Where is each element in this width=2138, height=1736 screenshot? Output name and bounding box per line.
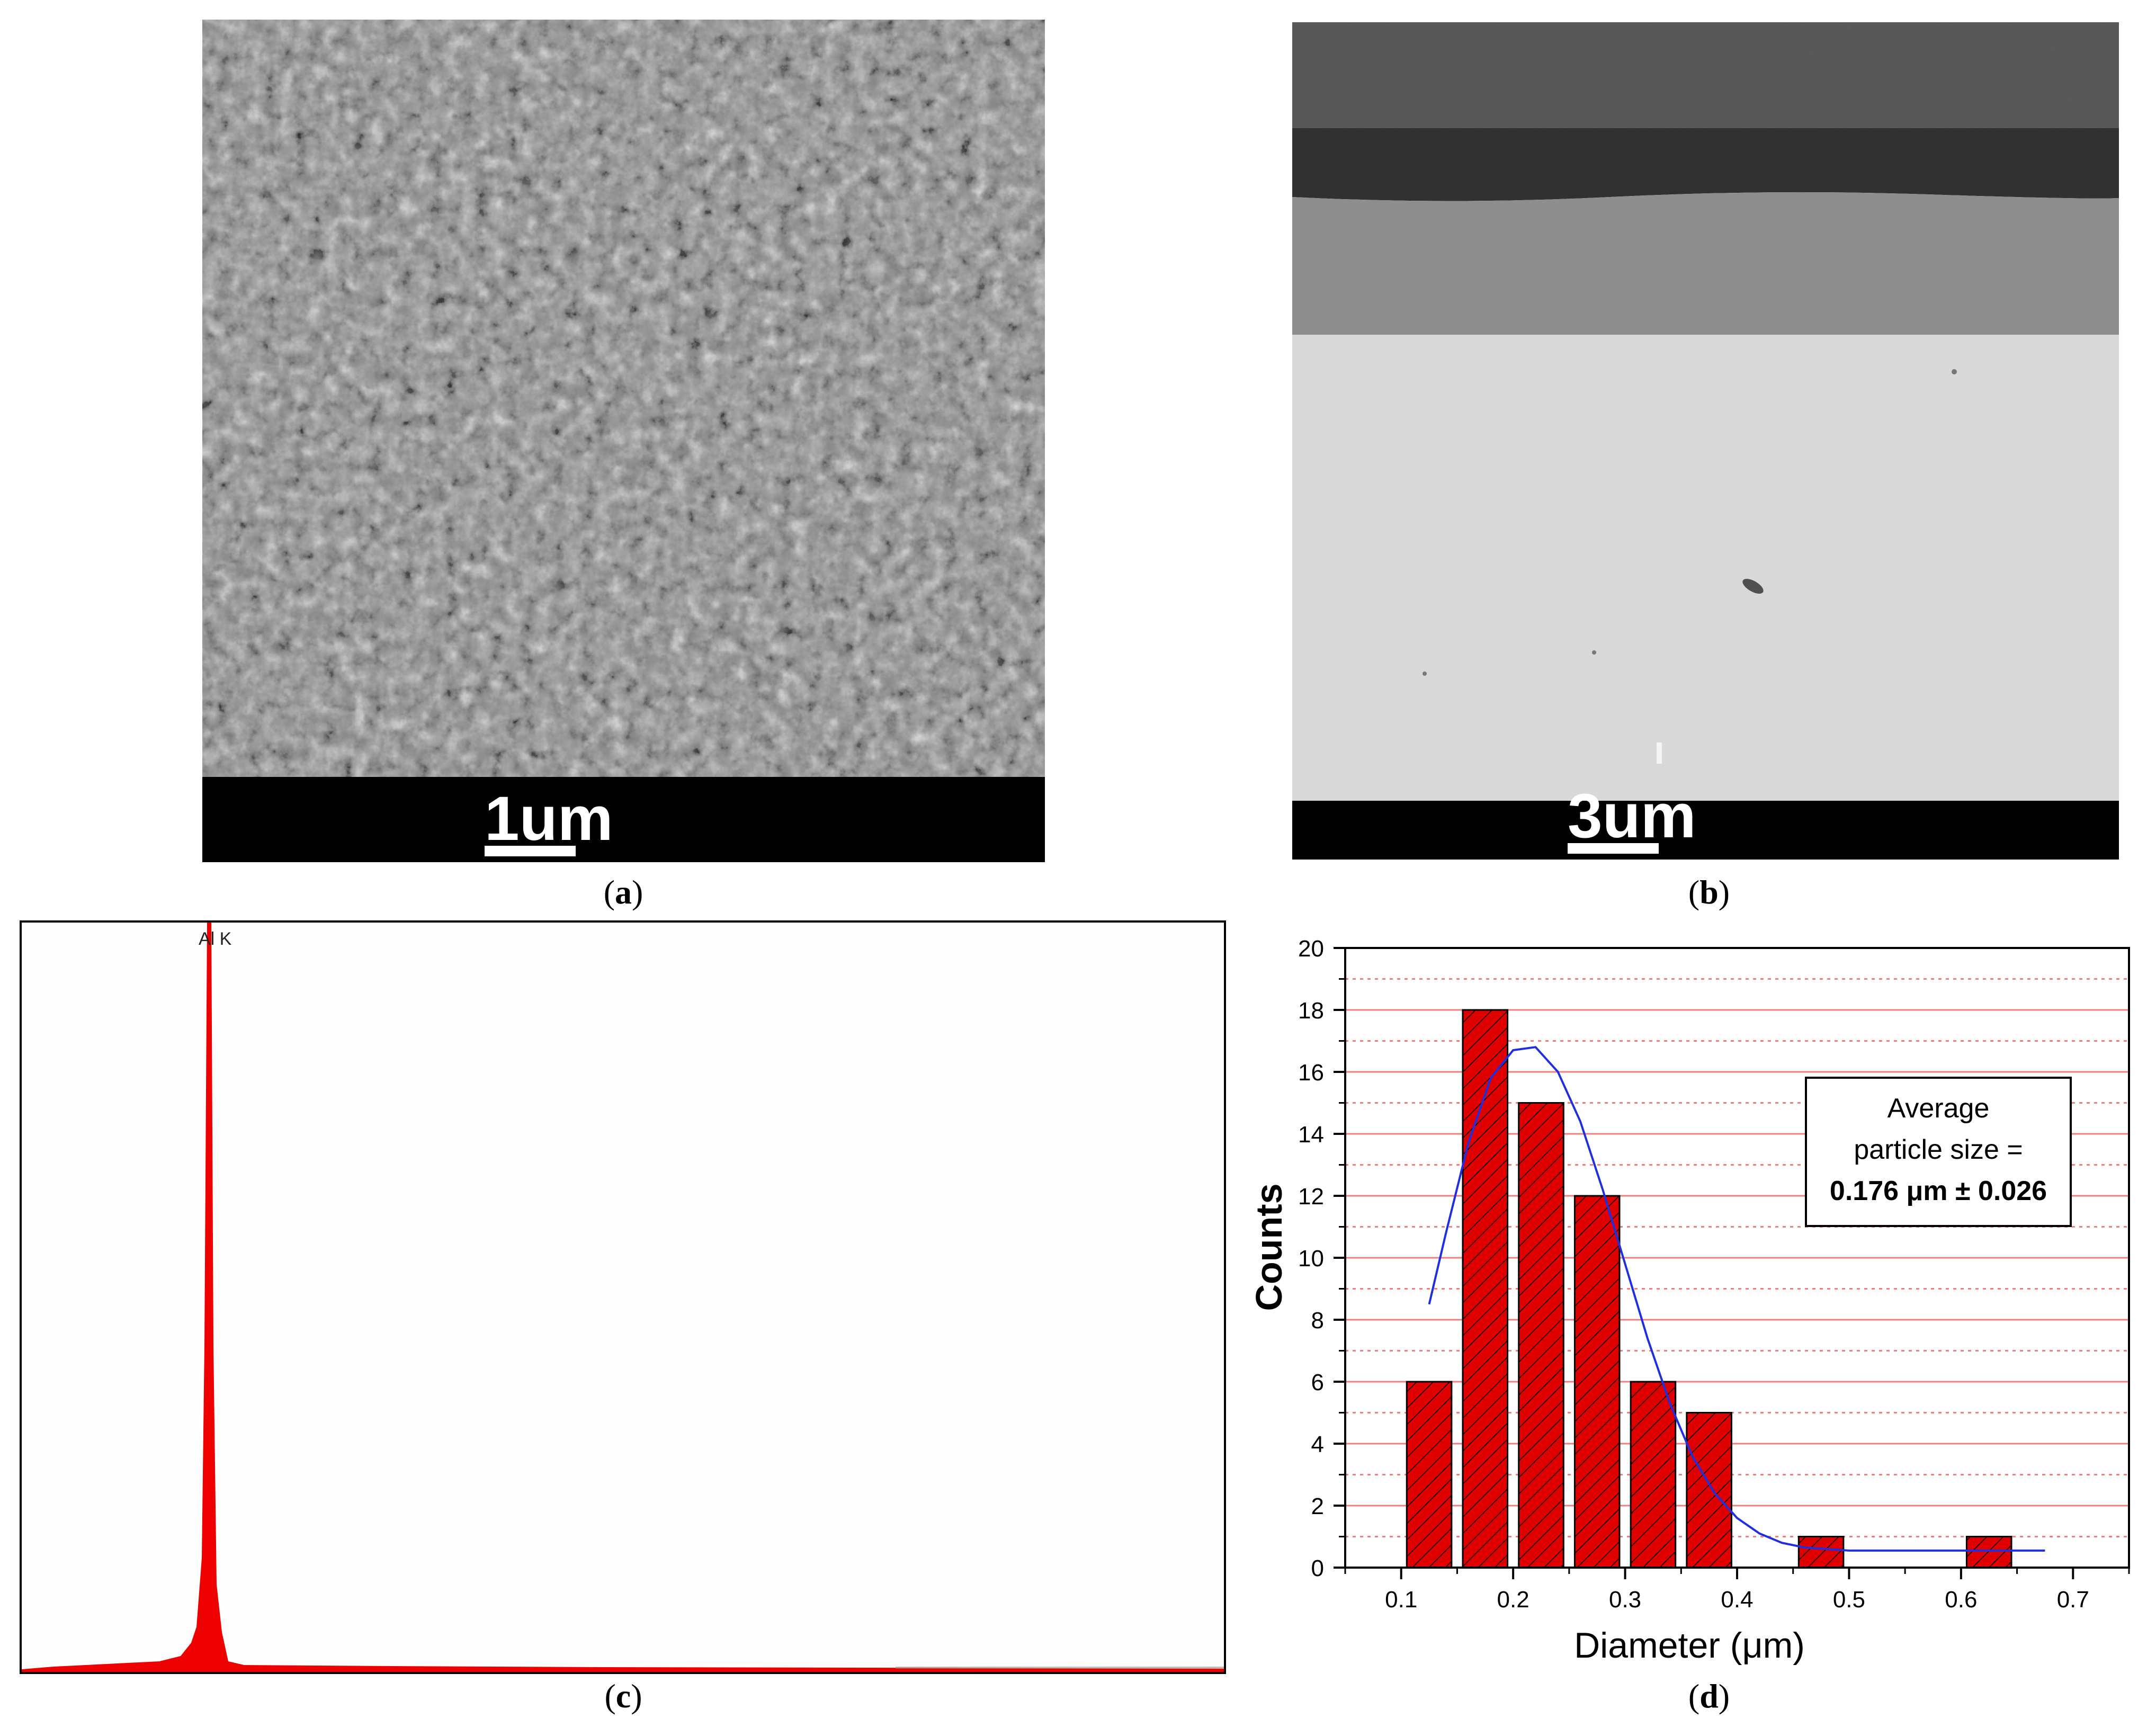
y-tick-label: 10 xyxy=(1298,1246,1324,1272)
histogram-svg: 0 2 4 6 8 10 12 14 16 18 20 0.1 0.2 0.3 0.4 0.5 0.6 0.7 Di… xyxy=(1248,936,2130,1666)
scale-bar-line xyxy=(485,846,576,856)
histogram-bar-1 xyxy=(1462,1009,1509,1569)
caption-a: (a) xyxy=(603,873,643,911)
y-tick-label: 18 xyxy=(1298,998,1324,1024)
caption-d: (d) xyxy=(1688,1677,1730,1715)
scale-bar-label: 1um xyxy=(485,784,613,854)
scale-bar-strip xyxy=(202,777,1045,862)
annotation-box xyxy=(1805,1077,2072,1227)
y-tick-label: 6 xyxy=(1311,1370,1324,1395)
spectrum-baseline xyxy=(22,923,1224,1672)
caption-b: (b) xyxy=(1688,873,1730,911)
y-tick-label: 16 xyxy=(1298,1060,1324,1086)
annotation-line-1: particle size = xyxy=(1854,1134,2023,1165)
x-tick-label: 0.6 xyxy=(1945,1587,1977,1613)
x-tick-label: 0.7 xyxy=(2057,1587,2089,1613)
x-tick-label: 0.5 xyxy=(1833,1587,1865,1613)
x-axis-label: Diameter (μm) xyxy=(1574,1625,1805,1666)
histogram-bar-4 xyxy=(1630,1381,1677,1569)
y-tick-label: 4 xyxy=(1311,1431,1324,1457)
histogram-d: 0 2 4 6 8 10 12 14 16 18 20 0.1 0.2 0.3 0.4 0.5 0.6 0.7 Di… xyxy=(1239,916,2138,1668)
sem-image-a: 1um xyxy=(202,20,1045,862)
sem-image-b: 3um xyxy=(1292,22,2119,860)
y-tick-label: 2 xyxy=(1311,1493,1324,1519)
histogram-bar-3 xyxy=(1573,1195,1621,1569)
y-tick-label: 14 xyxy=(1298,1122,1324,1148)
y-tick-label: 12 xyxy=(1298,1184,1324,1210)
caption-c: (c) xyxy=(604,1677,642,1715)
eds-spectrum-c: Al K xyxy=(20,920,1226,1674)
annotation-line-0: Average xyxy=(1887,1093,1990,1124)
sem-surface-texture xyxy=(202,20,1045,777)
sem-cross-section xyxy=(1292,22,2119,860)
histogram-bar-5 xyxy=(1686,1412,1732,1569)
x-tick-label: 0.4 xyxy=(1721,1587,1753,1613)
x-tick-label: 0.2 xyxy=(1497,1587,1529,1613)
x-tick-label: 0.3 xyxy=(1609,1587,1641,1613)
y-axis-label: Counts xyxy=(1248,1183,1290,1311)
eds-spectrum-plot: Al K xyxy=(22,923,1224,1672)
gaussian-fit-line xyxy=(1428,1046,2045,1552)
peak-label-al-k: Al K xyxy=(199,929,232,949)
histogram-bar-0 xyxy=(1406,1381,1453,1569)
annotation-line-2: 0.176 μm ± 0.026 xyxy=(1830,1176,2047,1206)
scale-bar-label: 3um xyxy=(1568,781,1696,851)
y-tick-label: 0 xyxy=(1311,1555,1324,1581)
histogram-bar-7 xyxy=(1965,1536,2012,1569)
x-tick-label: 0.1 xyxy=(1385,1587,1417,1613)
y-tick-label: 8 xyxy=(1311,1308,1324,1334)
scale-bar-line xyxy=(1568,843,1659,854)
histogram-bar-6 xyxy=(1797,1536,1845,1569)
y-tick-label: 20 xyxy=(1298,936,1324,962)
histogram-bar-2 xyxy=(1518,1102,1564,1569)
